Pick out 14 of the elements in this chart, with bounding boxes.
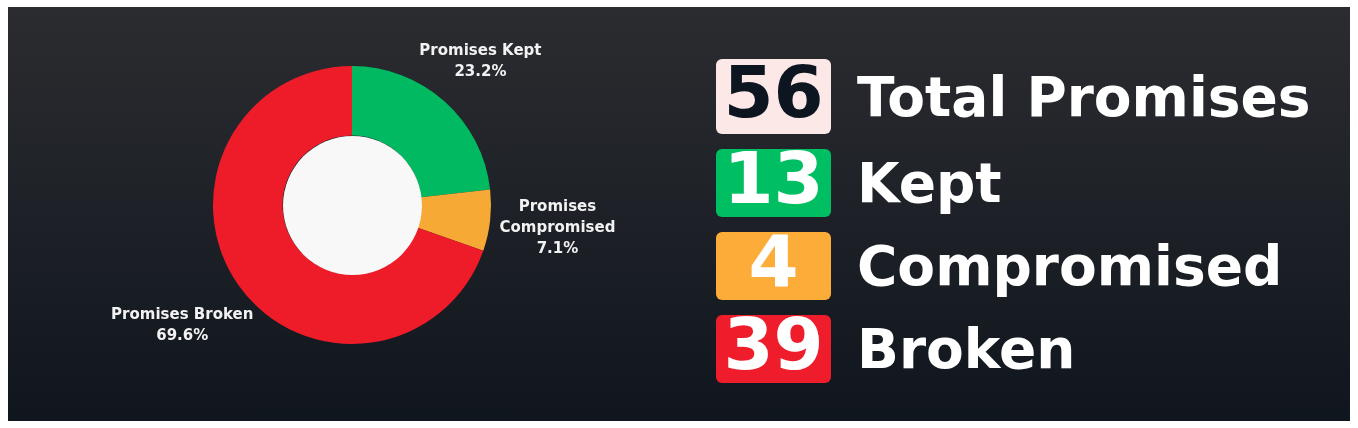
slice-label: Promises Kept	[419, 40, 542, 59]
category-label: Kept	[857, 150, 1002, 217]
data-label: 7.1%	[536, 238, 579, 257]
badge: 56	[716, 59, 831, 134]
category-label: Compromised	[857, 233, 1283, 300]
data-label: 69.6%	[156, 326, 209, 345]
badge: 4	[716, 232, 831, 300]
category-label: Total Promises	[857, 63, 1311, 131]
data-label: 23.2%	[454, 61, 507, 80]
slice-label: Promises Broken	[111, 305, 254, 324]
slice-label: Promises Compromised	[499, 196, 616, 236]
badge: 39	[716, 315, 831, 383]
badge: 13	[716, 149, 831, 217]
category-label: Broken	[857, 316, 1076, 383]
